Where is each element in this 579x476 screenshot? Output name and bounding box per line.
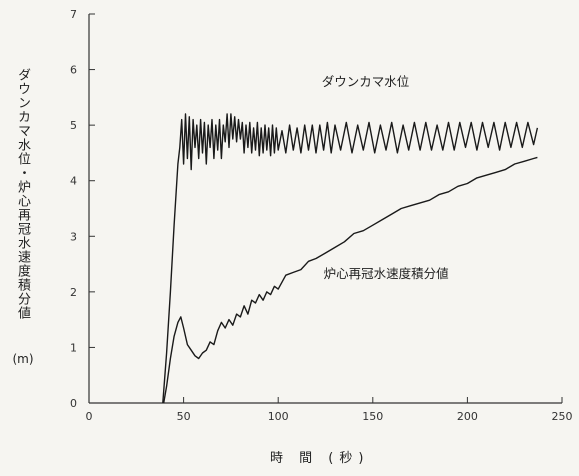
x-axis-label: 時 間 (秒) [270, 451, 370, 466]
annotation-0: ダウンカマ水位 [322, 74, 410, 89]
annotation-1: 炉心再冠水速度積分値 [324, 266, 449, 281]
y-axis-label: ダウンカマ水位・炉心再冠水速度積分値 [15, 68, 30, 320]
y-tick-label-6: 6 [70, 64, 77, 77]
y-tick-label-0: 0 [70, 397, 77, 410]
x-tick-label-4: 200 [457, 410, 478, 423]
x-tick-label-0: 0 [86, 410, 93, 423]
y-tick-label-3: 3 [70, 230, 77, 243]
series-line-1 [163, 156, 538, 404]
x-tick-label-3: 150 [362, 410, 383, 423]
y-tick-label-5: 5 [70, 119, 77, 132]
y-axis-unit: (m) [12, 352, 34, 366]
y-tick-label-7: 7 [70, 8, 77, 21]
y-tick-label-2: 2 [70, 286, 77, 299]
x-tick-label-5: 250 [552, 410, 573, 423]
x-tick-label-1: 50 [177, 410, 191, 423]
x-tick-label-2: 100 [268, 410, 289, 423]
y-tick-label-4: 4 [70, 175, 77, 188]
y-tick-label-1: 1 [70, 341, 77, 354]
series-line-0 [162, 113, 539, 404]
